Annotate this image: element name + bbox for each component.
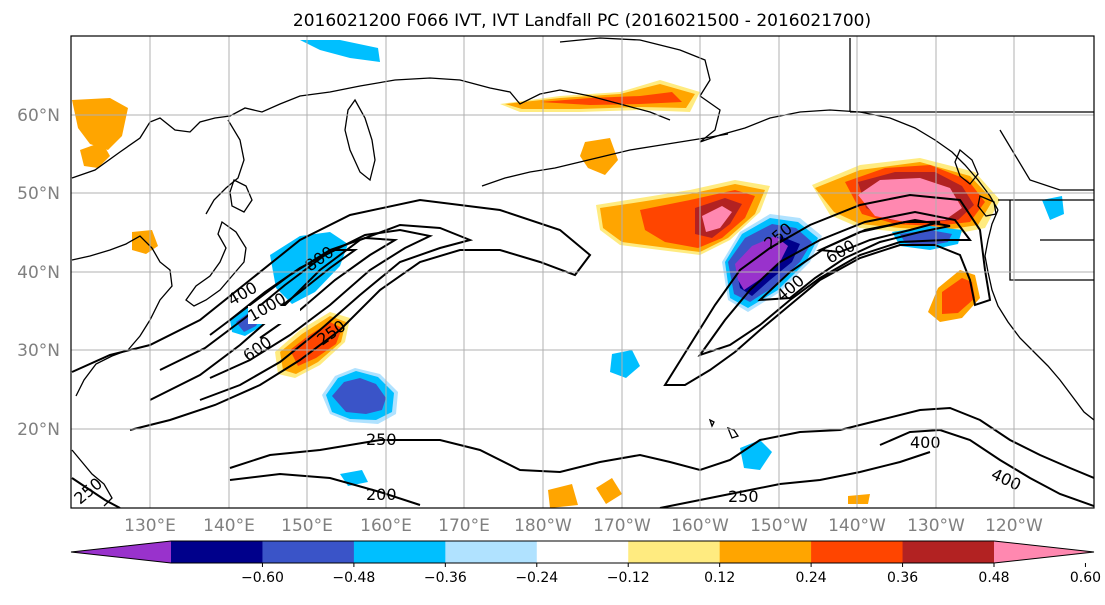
- negative-anomaly-shading: [300, 40, 380, 62]
- coastline: [229, 179, 253, 213]
- colorbar-segment: [811, 541, 904, 563]
- coastline: [708, 418, 715, 428]
- positive-anomaly-shading: [72, 98, 128, 150]
- colorbar-tick-label: −0.12: [607, 570, 650, 586]
- lon-label: 130°W: [907, 516, 965, 536]
- coastline: [71, 77, 671, 179]
- ivt-contour-800: [209, 236, 399, 339]
- negative-anomaly-shading: [332, 378, 386, 414]
- colorbar-tick-label: 0.12: [704, 570, 735, 586]
- colorbar-arrow-left: [71, 541, 171, 563]
- lon-label: 170°E: [438, 516, 490, 536]
- colorbar-segment: [353, 541, 446, 563]
- colorbar-tick-label: −0.36: [424, 570, 467, 586]
- lat-label: 40°N: [17, 263, 60, 283]
- ivt-contour-250: [229, 406, 1094, 479]
- ivt-contour-400: [149, 223, 474, 401]
- border: [999, 129, 1094, 191]
- contour-label-bg: [248, 306, 300, 324]
- colorbar-tick-label: −0.48: [332, 570, 375, 586]
- colorbar-segment: [171, 541, 263, 563]
- ivt-contour-250: [663, 193, 992, 386]
- ivt-contour-800: [816, 221, 941, 254]
- ivt-contour-250: [71, 198, 592, 431]
- positive-anomaly-shading: [848, 494, 870, 504]
- coastline: [984, 209, 1094, 421]
- graticule: [71, 36, 1094, 508]
- coastline: [954, 148, 979, 185]
- positive-anomaly-shading: [596, 478, 622, 504]
- colorbar-segment: [536, 541, 629, 563]
- coastline: [977, 195, 997, 217]
- colorbar-tick-label: −0.24: [515, 570, 558, 586]
- ivt-contour-400: [879, 428, 1094, 507]
- lon-label: 160°E: [360, 516, 412, 536]
- coastline: [185, 220, 247, 307]
- positive-anomaly-shading: [702, 206, 732, 232]
- lat-label: 30°N: [17, 341, 60, 361]
- lon-label: 180°W: [514, 516, 572, 536]
- negative-anomaly-shading: [1042, 196, 1064, 220]
- ivt-contour-600: [757, 218, 951, 302]
- contour-label: 400: [910, 433, 941, 452]
- colorbar-segment: [719, 541, 812, 563]
- lon-label: 130°E: [124, 516, 176, 536]
- map-title: 2016021200 F066 IVT, IVT Landfall PC (20…: [293, 11, 871, 31]
- colorbar-tick-label: 0.48: [978, 570, 1009, 586]
- coastline: [205, 119, 245, 215]
- positive-anomaly-shading: [540, 92, 682, 105]
- longitude-labels: 130°E 140°E 150°E 160°E 170°E 180°W 170°…: [124, 516, 1043, 536]
- negative-anomaly-shading: [735, 236, 788, 290]
- positive-anomaly-shading: [942, 278, 975, 314]
- colorbar-segment: [262, 541, 355, 563]
- lon-label: 150°E: [281, 516, 333, 536]
- border: [1009, 200, 1094, 281]
- ivt-contour-1000: [229, 249, 359, 321]
- positive-anomaly-shading: [580, 138, 618, 175]
- contour-label: 250: [366, 430, 397, 449]
- ivt-contours: [71, 193, 1094, 508]
- latitude-labels: 60°N 50°N 40°N 30°N 20°N: [17, 106, 60, 440]
- lat-label: 60°N: [17, 106, 60, 126]
- colorbar-outline: [70, 540, 1095, 564]
- lon-label: 120°W: [985, 516, 1043, 536]
- coastline: [344, 98, 376, 182]
- lat-label: 50°N: [17, 184, 60, 204]
- coastline: [71, 235, 173, 397]
- contour-label: 200: [366, 485, 397, 504]
- colorbar: −0.60 −0.48 −0.36 −0.24 −0.12 0.12 0.24 0.36 0.4…: [70, 540, 1101, 586]
- colorbar-tick-label: 0.60: [1070, 570, 1101, 586]
- ivt-contour-400: [697, 210, 972, 357]
- positive-anomaly-shading: [80, 142, 110, 168]
- lon-label: 170°W: [593, 516, 651, 536]
- negative-anomaly-shading: [610, 350, 640, 378]
- colorbar-tick-label: −0.60: [241, 570, 284, 586]
- colorbar-segment: [628, 541, 721, 563]
- coastline: [559, 37, 999, 211]
- coastline: [71, 449, 113, 507]
- positive-anomaly-shading: [548, 484, 578, 508]
- coastline: [481, 133, 729, 187]
- colorbar-segment: [445, 541, 538, 563]
- ivt-contour-400: [229, 472, 421, 506]
- ivt-contour-250: [71, 477, 121, 508]
- ivt-contour-250: [659, 451, 931, 508]
- colorbar-arrow-right: [994, 541, 1094, 563]
- colorbar-tick-label: 0.36: [887, 570, 918, 586]
- map-border: [70, 35, 1095, 509]
- lon-label: 160°W: [671, 516, 729, 536]
- colorbar-tick-label: 0.24: [796, 570, 827, 586]
- lon-label: 150°W: [750, 516, 808, 536]
- contour-label: 250: [728, 487, 759, 506]
- colorbar-segment: [902, 541, 995, 563]
- lon-label: 140°E: [203, 516, 255, 536]
- lon-label: 140°W: [828, 516, 886, 536]
- lat-label: 20°N: [17, 420, 60, 440]
- positive-anomaly-shading: [290, 322, 342, 366]
